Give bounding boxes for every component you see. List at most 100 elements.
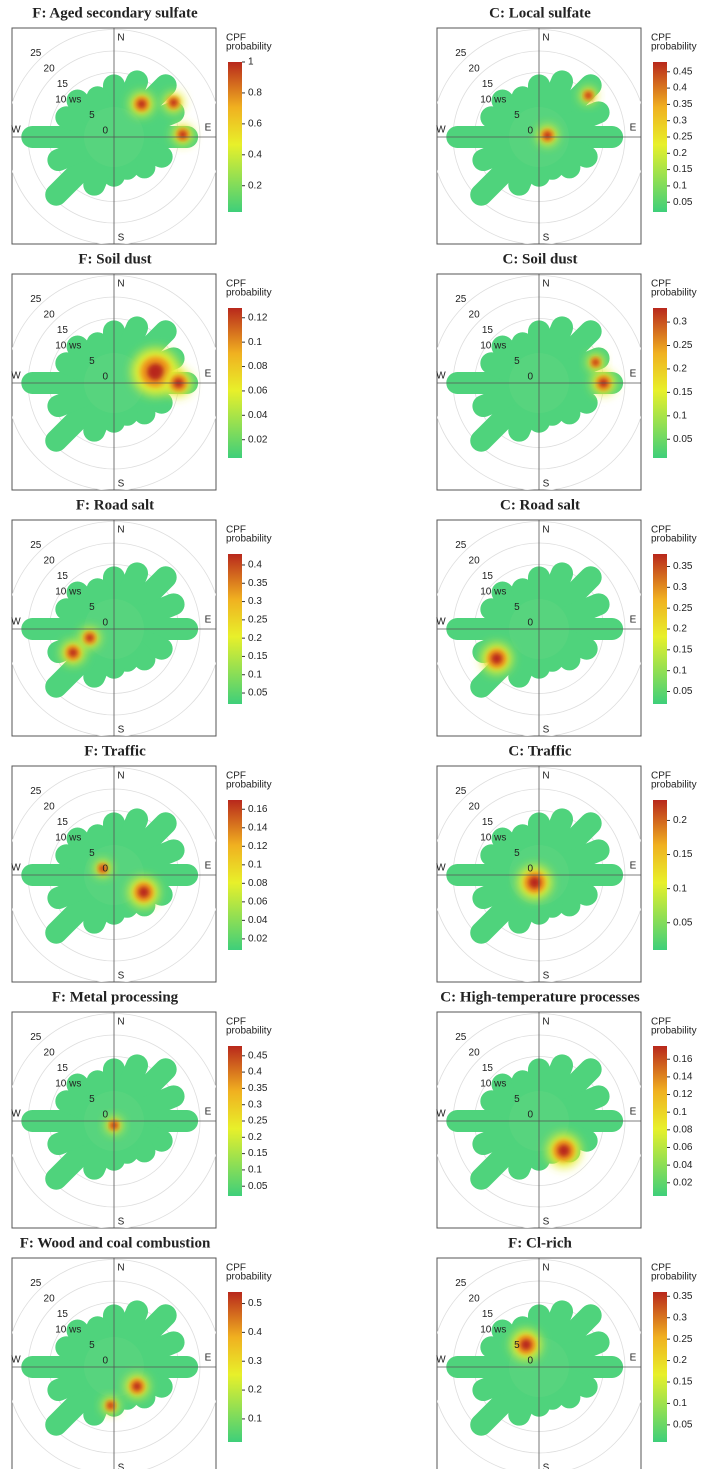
colorbar-tick-label: 1 — [248, 57, 254, 68]
colorbar-tick-label: 0.06 — [673, 1142, 693, 1153]
panel-title: F: Traffic — [84, 743, 146, 759]
radial-tick-label: 5 — [89, 1094, 95, 1105]
direction-label: W — [436, 617, 446, 628]
colorbar-tick-label: 0.1 — [248, 337, 262, 348]
radial-tick-label: 0 — [527, 1356, 533, 1367]
colorbar-title: CPF — [651, 1017, 671, 1028]
hotspot-core — [491, 653, 503, 664]
radial-tick-label: 25 — [30, 786, 42, 797]
radial-tick-label: 5 — [514, 602, 520, 613]
hotspot-core — [169, 99, 178, 107]
direction-label: E — [630, 123, 637, 134]
radial-tick-label: 0 — [527, 372, 533, 383]
colorbar-tick-label: 0.1 — [673, 1398, 687, 1409]
radial-tick-label: 5 — [514, 356, 520, 367]
colorbar-tick-label: 0.4 — [673, 83, 687, 94]
radial-tick-label: 25 — [455, 540, 467, 551]
colorbar-title: CPF — [226, 33, 246, 44]
colorbar-tick-label: 0.25 — [248, 1116, 268, 1127]
direction-label: E — [630, 1353, 637, 1364]
colorbar-tick-label: 0.15 — [248, 1148, 268, 1159]
colorbar-tick-label: 0.35 — [673, 1291, 693, 1302]
colorbar-tick-label: 0.25 — [673, 603, 693, 614]
hotspot-core — [99, 865, 106, 872]
direction-label: E — [205, 369, 212, 380]
radial-tick-label: 10 ws — [480, 587, 506, 598]
colorbar — [228, 800, 242, 950]
colorbar-tick-label: 0.2 — [248, 633, 262, 644]
radial-tick-label: 25 — [30, 294, 42, 305]
direction-label: W — [436, 125, 446, 136]
direction-label: E — [205, 123, 212, 134]
colorbar-tick-label: 0.1 — [673, 883, 687, 894]
colorbar-tick-label: 0.1 — [673, 1107, 687, 1118]
radial-tick-label: 5 — [89, 1340, 95, 1351]
radial-tick-label: 15 — [57, 325, 69, 336]
hotspot-core — [528, 876, 541, 889]
colorbar-tick-label: 0.14 — [673, 1072, 693, 1083]
direction-label: W — [11, 1355, 21, 1366]
radial-tick-label: 10 ws — [55, 833, 81, 844]
colorbar-tick-label: 0.04 — [248, 915, 268, 926]
direction-label: W — [11, 863, 21, 874]
colorbar-tick-label: 0.06 — [248, 386, 268, 397]
radial-tick-label: 15 — [482, 817, 494, 828]
direction-label: W — [11, 371, 21, 382]
hotspot-core — [179, 130, 187, 139]
radial-tick-label: 10 ws — [480, 1325, 506, 1336]
radial-tick-label: 0 — [527, 126, 533, 137]
radial-tick-label: 25 — [455, 1278, 467, 1289]
direction-label: S — [543, 971, 550, 982]
direction-label: E — [630, 369, 637, 380]
radial-tick-label: 0 — [527, 864, 533, 875]
radial-tick-label: 10 ws — [480, 833, 506, 844]
plot-area — [12, 1258, 216, 1469]
colorbar-title: probability — [651, 534, 697, 545]
radial-tick-label: 20 — [44, 1048, 56, 1059]
colorbar-tick-label: 0.1 — [248, 1165, 262, 1176]
radial-tick-label: 15 — [57, 817, 69, 828]
radial-tick-label: 25 — [455, 1032, 467, 1043]
radial-tick-label: 20 — [44, 556, 56, 567]
colorbar-title: CPF — [651, 33, 671, 44]
direction-label: N — [117, 771, 124, 782]
colorbar-tick-label: 0.15 — [248, 651, 268, 662]
hotspot-core — [147, 363, 164, 381]
direction-label: E — [205, 861, 212, 872]
colorbar-tick-label: 0.16 — [673, 1054, 693, 1065]
colorbar-title: probability — [651, 288, 697, 299]
colorbar — [228, 1046, 242, 1196]
radial-tick-label: 25 — [30, 1278, 42, 1289]
direction-label: S — [543, 479, 550, 490]
direction-label: N — [542, 279, 549, 290]
radial-tick-label: 5 — [514, 1340, 520, 1351]
colorbar-tick-label: 0.12 — [673, 1089, 693, 1100]
colorbar-tick-label: 0.25 — [673, 132, 693, 143]
panel-title: C: Traffic — [508, 743, 572, 759]
plot-area — [12, 766, 216, 982]
direction-label: N — [542, 525, 549, 536]
colorbar-tick-label: 0.3 — [673, 582, 687, 593]
radial-tick-label: 20 — [469, 556, 481, 567]
colorbar-title: probability — [226, 288, 272, 299]
colorbar-tick-label: 0.06 — [248, 896, 268, 907]
radial-tick-label: 10 ws — [55, 1079, 81, 1090]
radial-tick-label: 20 — [469, 310, 481, 321]
radial-tick-label: 10 ws — [55, 1325, 81, 1336]
colorbar-tick-label: 0.15 — [673, 644, 693, 655]
hotspot-core — [543, 131, 552, 140]
radial-tick-label: 20 — [44, 64, 56, 75]
radial-tick-label: 10 ws — [480, 95, 506, 106]
panel-title: F: Road salt — [76, 497, 154, 513]
direction-label: S — [118, 725, 125, 736]
plot-area — [437, 1258, 641, 1469]
